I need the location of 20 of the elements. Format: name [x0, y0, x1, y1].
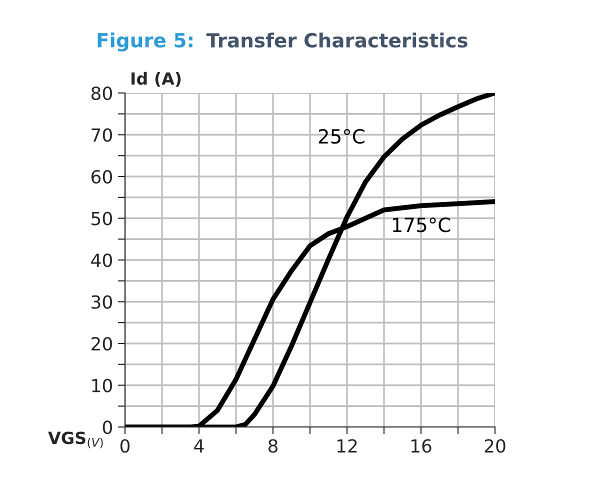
x-axis-title: VGS$_{(V)}$ [48, 432, 103, 448]
y-tick-label: 30 [92, 295, 112, 309]
chart-title: Figure 5: Transfer Characteristics [98, 32, 468, 52]
x-tick-label: 8 [268, 439, 278, 453]
y-tick-label: 40 [91, 253, 112, 268]
y-tick-label: 20 [92, 336, 112, 351]
x-tick-label: 16 [411, 439, 432, 453]
y-tick-label: 10 [92, 378, 112, 392]
x-tick-label: 20 [484, 439, 506, 453]
y-tick-label: 70 [92, 128, 112, 142]
series-label: 175°C [392, 218, 450, 232]
y-tick-label: 80 [91, 86, 112, 100]
x-tick-label: 12 [337, 439, 357, 453]
y-tick-label: 0 [102, 420, 112, 434]
series-label: 25°C [318, 129, 364, 144]
y-axis-title: Id (A) [132, 72, 181, 87]
x-tick-label: 4 [194, 439, 204, 453]
x-tick-label: 0 [120, 439, 130, 453]
y-tick-label: 50 [92, 212, 112, 226]
y-tick-label: 60 [91, 170, 112, 184]
